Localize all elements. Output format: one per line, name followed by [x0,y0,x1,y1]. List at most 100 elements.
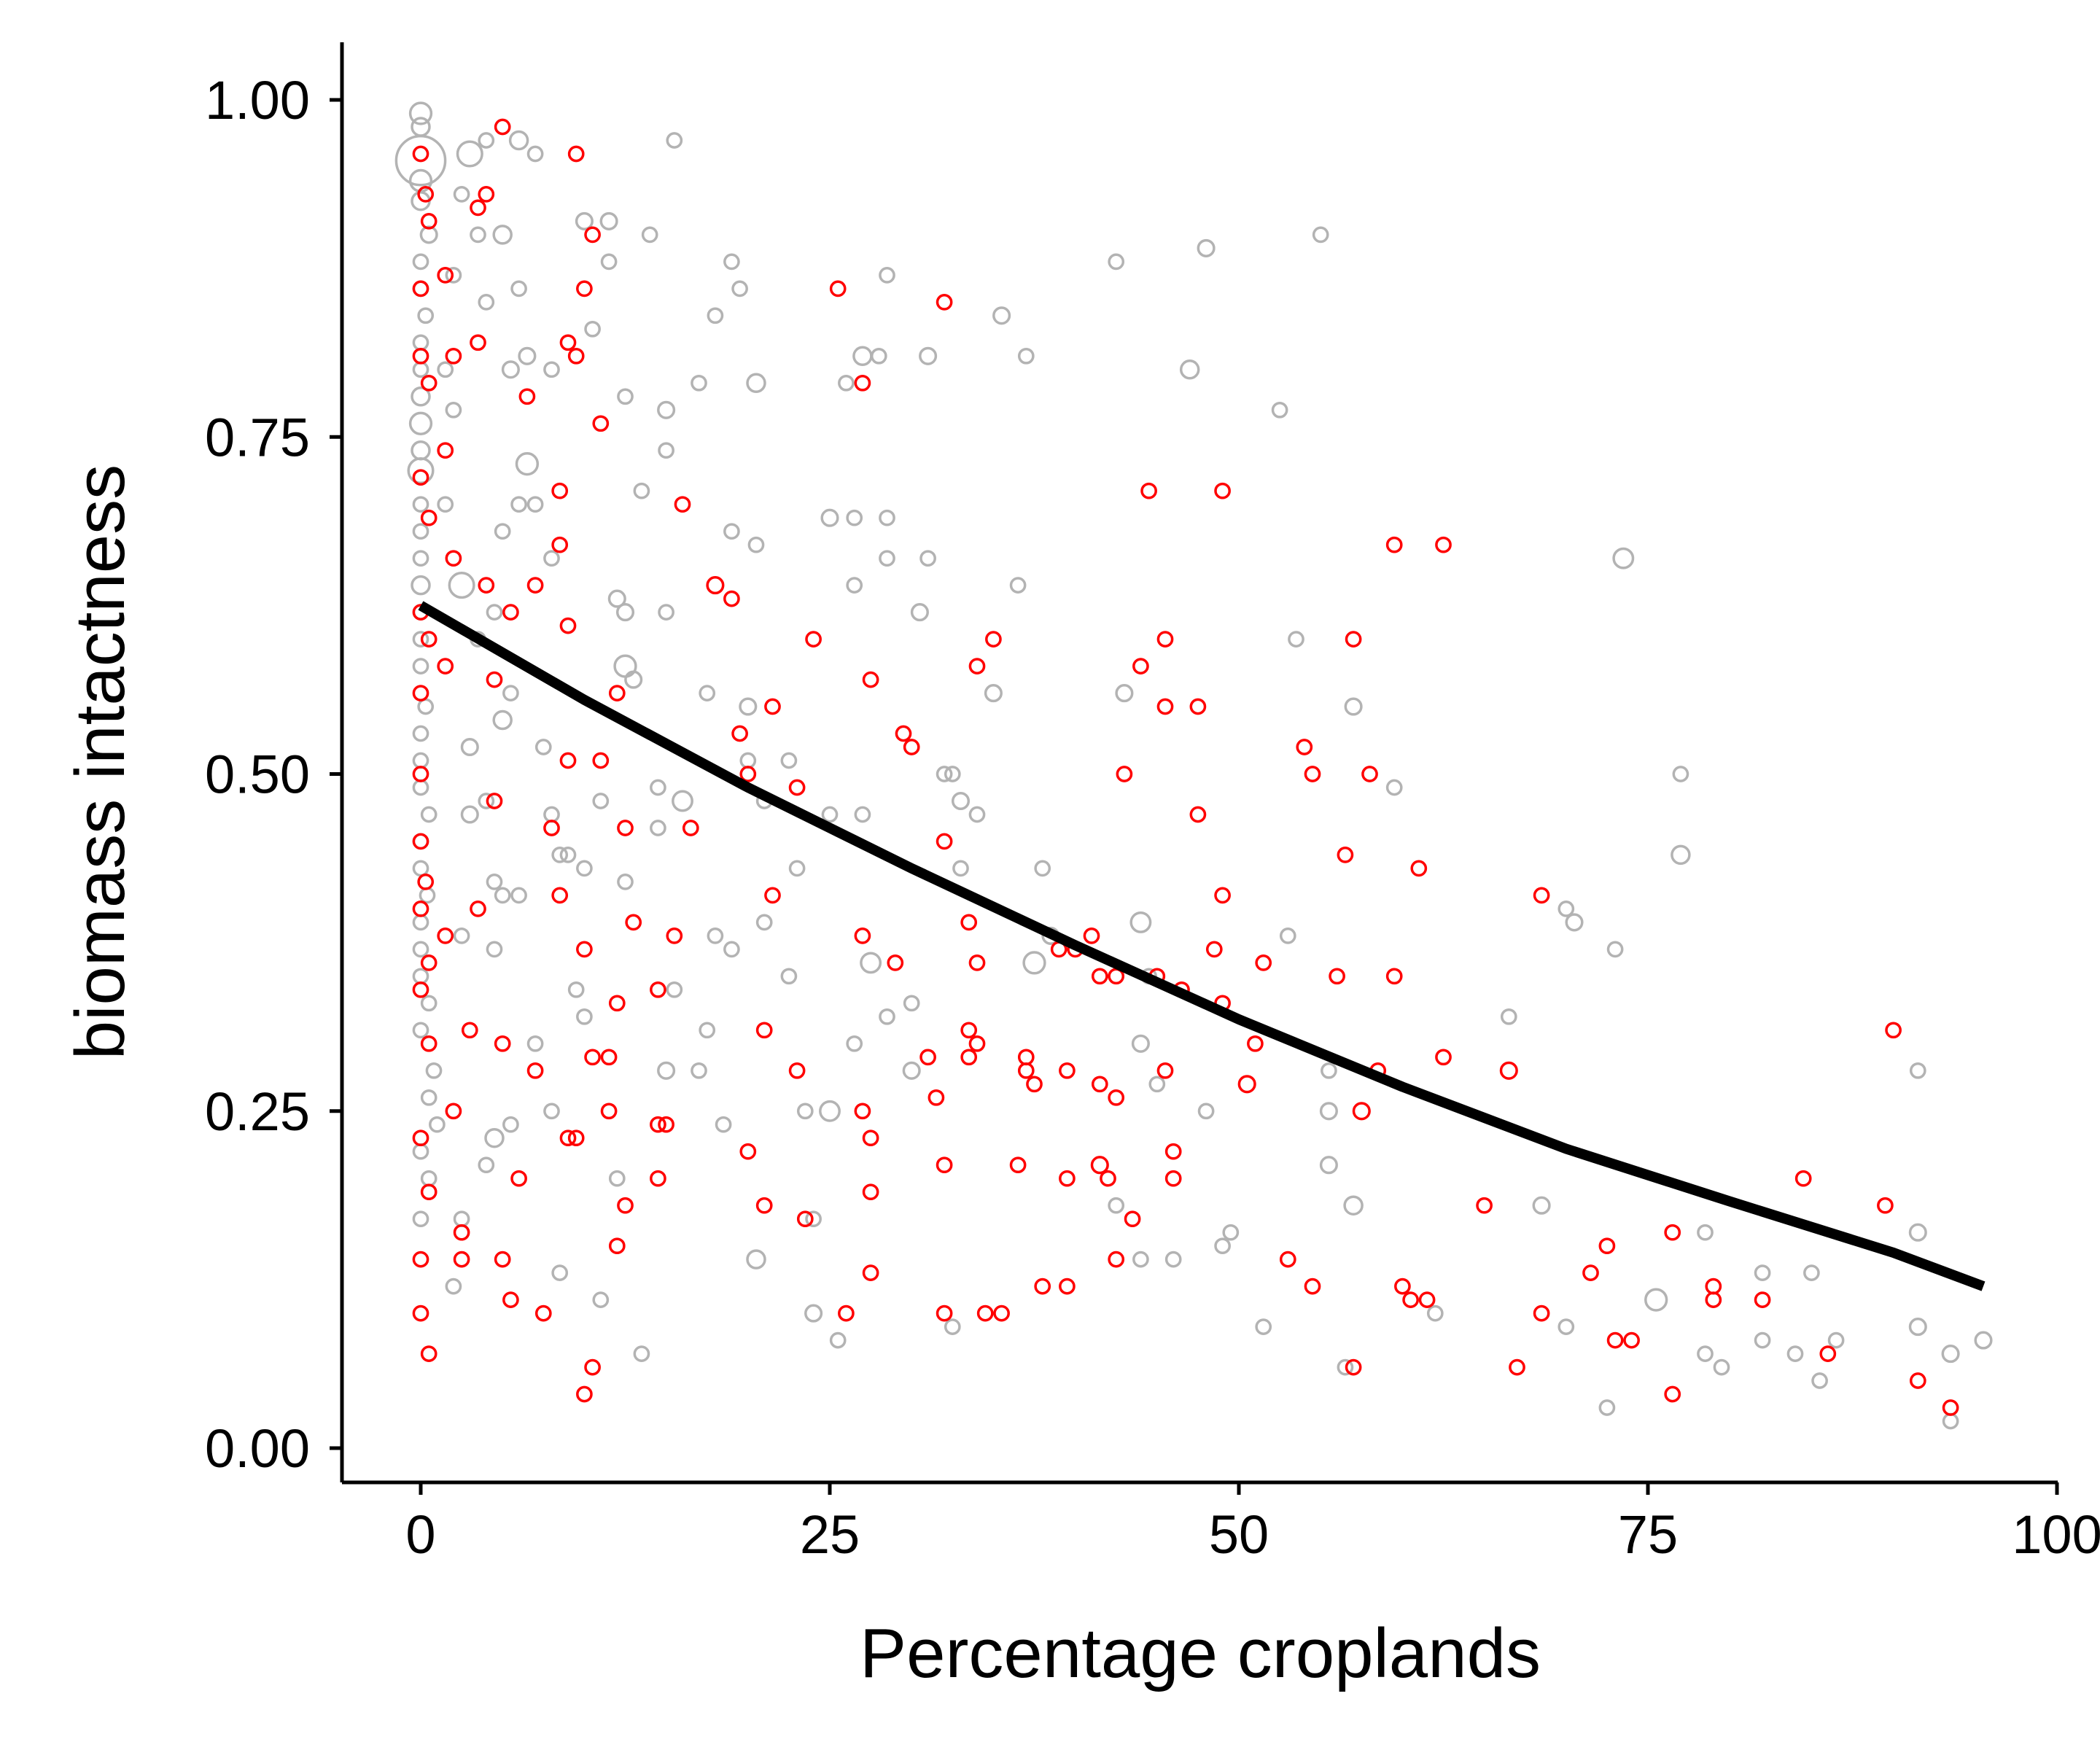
red-data-point [1090,1156,1109,1175]
grey-data-point [1255,1318,1272,1335]
red-data-point [764,887,781,904]
grey-data-point [543,1102,560,1120]
red-data-point [600,1049,618,1066]
red-data-point [1255,954,1272,971]
red-data-point [854,374,871,392]
grey-data-point [1321,1062,1337,1079]
grey-data-point [408,101,433,125]
red-data-point [576,941,593,958]
grey-data-point [780,968,798,985]
red-data-point [445,550,462,567]
grey-data-point [494,887,511,904]
red-data-point [1279,1251,1296,1268]
grey-data-point [854,806,871,823]
grey-data-point [486,604,503,621]
red-data-point [1214,887,1231,904]
grey-data-point [1108,253,1125,271]
grey-data-point [919,346,938,365]
red-data-point [1394,1278,1411,1295]
grey-data-point [551,1264,569,1281]
grey-data-point [1022,951,1046,975]
red-data-point [854,1102,871,1120]
grey-data-point [412,914,429,931]
grey-data-point [796,1102,814,1120]
grey-data-point [846,509,863,526]
red-data-point [1164,1143,1182,1160]
red-data-point [976,1304,994,1322]
grey-data-point [1222,1224,1240,1241]
red-data-point [445,1102,462,1120]
red-data-point [1108,1089,1125,1106]
grey-data-point [1754,1264,1771,1281]
red-data-point [739,766,757,782]
grey-data-point [1612,547,1635,569]
red-data-point [600,1102,618,1120]
red-data-point [502,604,519,621]
red-data-point [1017,1049,1035,1066]
red-data-point [510,1170,527,1187]
grey-data-point [543,550,560,567]
red-data-point [887,954,904,971]
grey-data-point [417,698,435,715]
red-data-point [1059,1062,1076,1079]
red-data-point [1214,482,1231,499]
grey-data-point [508,130,529,151]
grey-data-point [739,752,757,769]
red-data-point [1582,1264,1599,1281]
grey-data-point [860,952,882,974]
red-data-point [1345,1358,1362,1376]
grey-data-point [453,928,470,944]
red-data-point [470,334,486,351]
grey-data-point [1558,901,1575,917]
red-data-point [1083,928,1100,944]
grey-data-point [412,725,429,742]
grey-data-point [460,737,479,757]
grey-data-point [672,790,693,812]
grey-data-point [492,225,513,245]
red-data-point [1337,847,1354,863]
red-data-point [764,698,781,715]
red-data-point [567,145,585,163]
red-data-point [1189,806,1207,823]
red-data-point [1140,482,1157,499]
red-data-point [936,1304,953,1322]
grey-data-point [484,1127,505,1148]
red-data-point [608,1237,626,1255]
grey-data-point [486,874,503,890]
red-data-point [1304,1278,1321,1295]
grey-data-point [919,550,936,567]
red-data-point [412,1251,429,1268]
grey-data-point [613,654,637,678]
grey-data-point [592,1291,610,1308]
grey-data-point [1941,1345,1960,1364]
red-data-point [682,820,699,836]
grey-data-point [1908,1318,1927,1337]
grey-data-point [747,536,765,553]
red-data-point [559,752,577,769]
red-data-point [1509,1358,1525,1376]
grey-data-point [746,1249,766,1269]
grey-data-point [412,496,429,513]
grey-data-point [699,685,716,701]
red-data-point [968,954,986,971]
grey-data-point [805,1210,822,1228]
red-data-point [1100,1170,1116,1187]
red-data-point [755,1022,773,1039]
red-data-point [437,928,454,944]
x-tick-label: 0 [405,1504,435,1565]
grey-data-point [821,806,839,823]
red-data-point [584,1049,601,1066]
red-data-point [1164,1170,1182,1187]
red-data-point [1156,698,1174,715]
red-data-point [1009,1156,1027,1174]
grey-data-point [486,941,503,958]
grey-data-point [910,603,929,622]
grey-data-point [723,941,740,958]
grey-data-point [478,132,495,149]
red-data-point [1533,1304,1550,1322]
grey-data-point [478,294,495,311]
red-data-point [658,1116,674,1133]
grey-data-point [543,361,560,378]
red-data-point [412,347,429,365]
grey-data-point [1288,631,1304,648]
